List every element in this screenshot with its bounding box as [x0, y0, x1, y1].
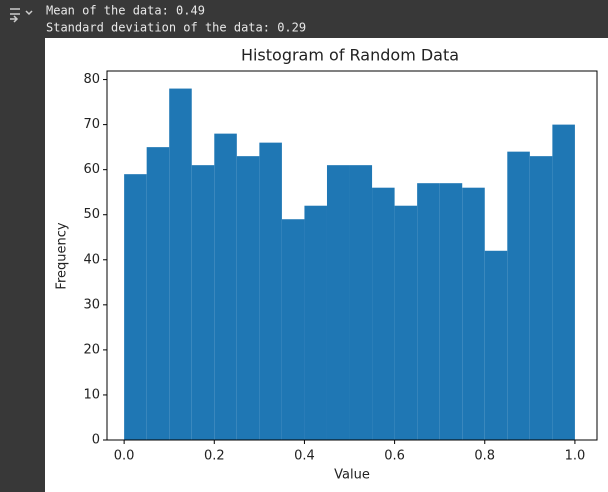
x-axis-label: Value — [334, 468, 370, 483]
bar — [349, 165, 373, 440]
y-tick-label: 20 — [83, 342, 100, 357]
bar — [507, 151, 530, 440]
x-tick-label: 0.8 — [474, 449, 495, 464]
x-tick-label: 0.0 — [114, 449, 135, 464]
y-tick-label: 60 — [83, 162, 100, 177]
bar — [529, 156, 553, 440]
chart-title: Histogram of Random Data — [241, 46, 459, 65]
y-tick-label: 50 — [83, 207, 100, 222]
bar — [146, 147, 170, 440]
bar — [417, 183, 440, 440]
y-tick-label: 70 — [83, 117, 100, 132]
bar — [372, 187, 395, 440]
bar — [169, 88, 192, 441]
x-tick-label: 0.6 — [384, 449, 405, 464]
bar — [439, 183, 463, 440]
output-line: Mean of the data: 0.49 — [46, 4, 205, 18]
y-tick-label: 10 — [83, 387, 100, 402]
bar — [552, 124, 575, 440]
bar — [462, 187, 485, 440]
bar — [191, 165, 215, 440]
x-tick-label: 1.0 — [565, 449, 586, 464]
y-tick-label: 30 — [83, 297, 100, 312]
y-tick-label: 80 — [83, 72, 100, 87]
bar — [214, 133, 237, 440]
bar — [326, 165, 350, 440]
bar — [304, 205, 327, 440]
y-axis-label: Frequency — [55, 222, 70, 289]
output-line: Standard deviation of the data: 0.29 — [46, 21, 306, 35]
bar — [236, 156, 260, 440]
axes-frame — [106, 70, 598, 441]
bar — [484, 250, 508, 440]
bar — [394, 205, 418, 440]
x-tick-label: 0.4 — [294, 449, 315, 464]
x-tick-label: 0.2 — [204, 449, 225, 464]
bar — [259, 142, 282, 440]
bar — [281, 219, 305, 440]
y-tick-label: 0 — [92, 433, 100, 448]
y-tick-label: 40 — [83, 252, 100, 267]
output-icon[interactable] — [10, 8, 33, 23]
bar — [124, 174, 147, 440]
